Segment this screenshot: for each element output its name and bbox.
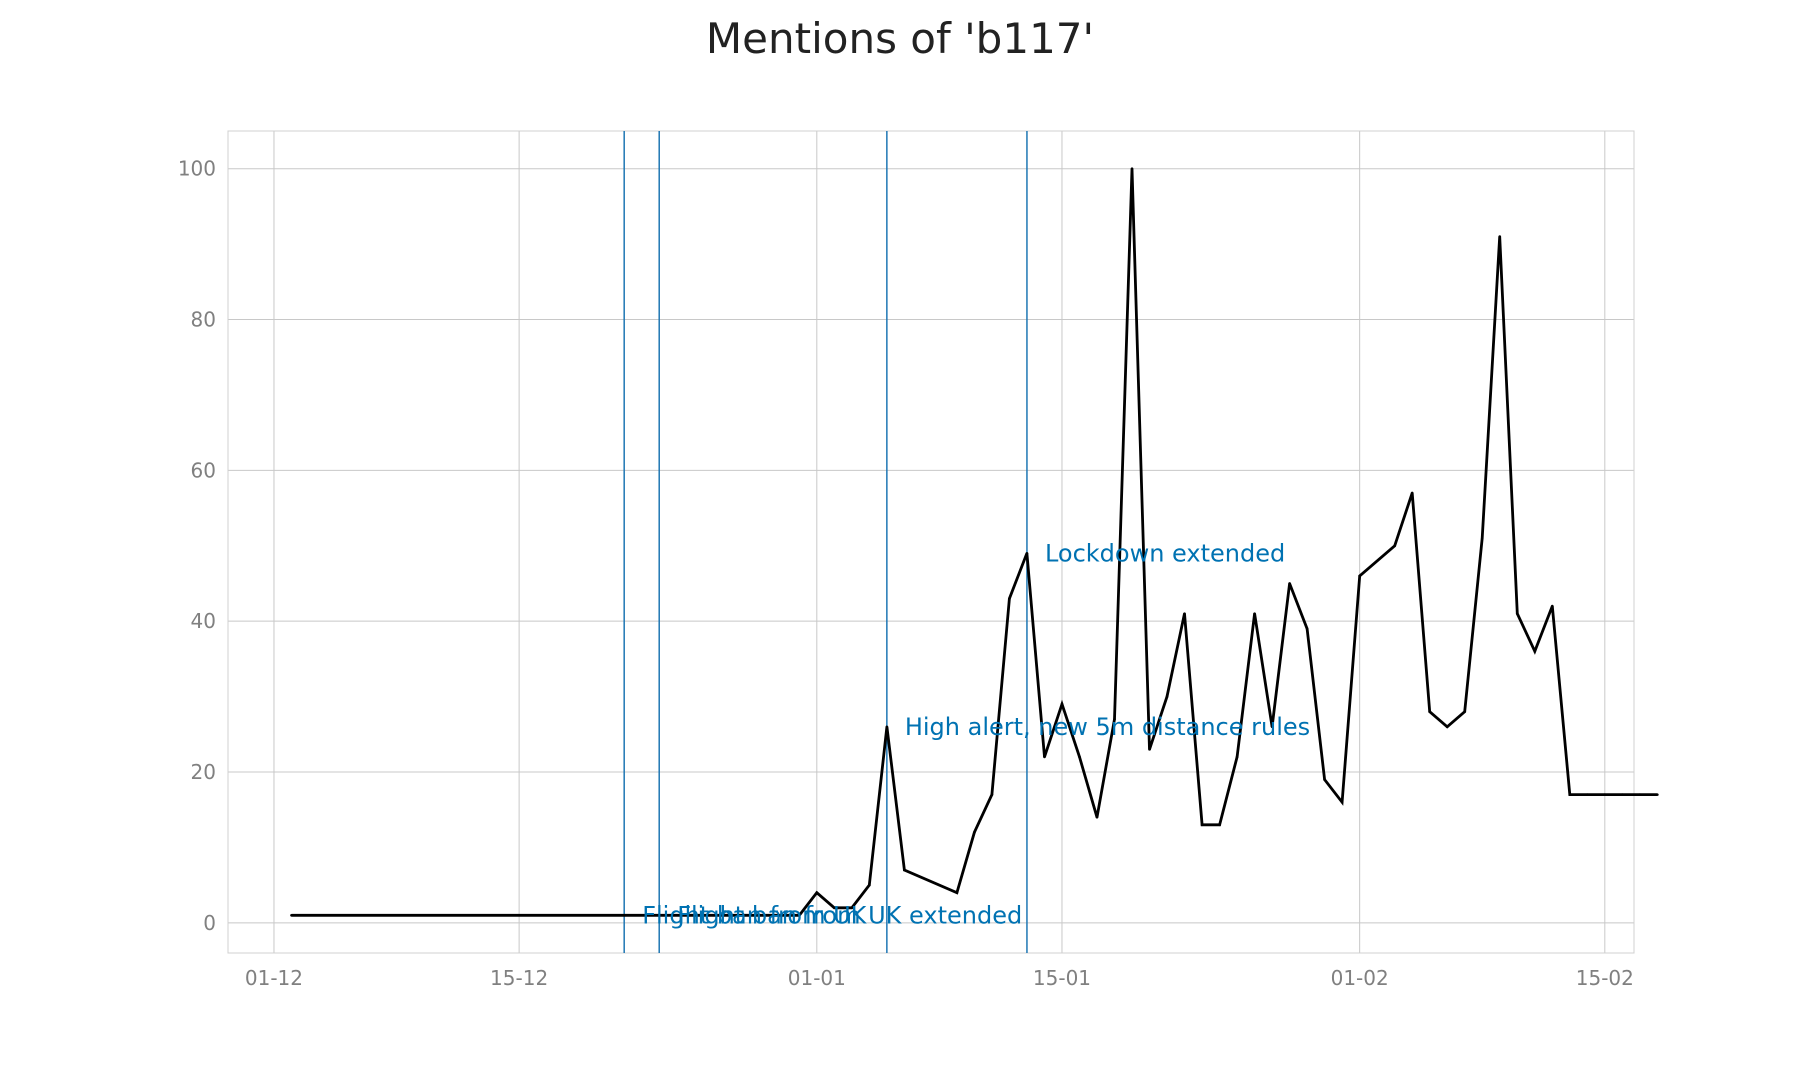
series-line — [291, 168, 1658, 917]
data-point — [1656, 793, 1659, 796]
y-tick-label: 40 — [191, 609, 216, 633]
event-annotation: Flight ban from UK extended — [677, 901, 1022, 929]
data-point — [798, 913, 801, 917]
data-point — [1428, 710, 1432, 713]
data-point — [1130, 167, 1134, 171]
data-point — [1218, 823, 1221, 827]
data-point — [1288, 582, 1291, 585]
data-point — [1393, 544, 1396, 548]
data-point — [1568, 793, 1572, 796]
x-tick-label: 01-01 — [788, 966, 846, 990]
data-point — [1253, 612, 1256, 615]
y-tick-label: 0 — [203, 911, 216, 935]
data-point — [1340, 800, 1344, 804]
y-tick-label: 60 — [191, 458, 216, 482]
data-point — [885, 725, 889, 729]
data-point — [1480, 536, 1484, 540]
y-tick-label: 80 — [191, 308, 216, 332]
data-point — [290, 913, 293, 917]
data-point — [1463, 710, 1467, 713]
data-point — [1638, 793, 1642, 796]
event-annotation: Lockdown extended — [1045, 539, 1285, 567]
data-point — [1113, 717, 1116, 721]
data-point — [1358, 574, 1361, 578]
y-tick-label: 20 — [191, 760, 216, 784]
event-annotation: Flight ban from UK — [642, 901, 867, 929]
x-tick-label: 15-12 — [490, 966, 548, 990]
data-point — [1445, 725, 1449, 729]
data-point — [1515, 612, 1519, 615]
data-point — [1235, 755, 1239, 759]
data-point — [1270, 725, 1274, 729]
data-point — [1008, 597, 1011, 600]
data-point — [1025, 552, 1029, 555]
x-tick-label: 15-02 — [1576, 966, 1634, 990]
data-point — [1410, 491, 1414, 495]
data-point — [1603, 793, 1607, 796]
data-point — [1078, 755, 1081, 759]
data-point — [973, 831, 976, 834]
y-tick-label: 100 — [178, 157, 216, 181]
data-point — [1165, 695, 1169, 698]
x-tick-label: 15-01 — [1033, 966, 1091, 990]
data-point — [1043, 755, 1046, 759]
event-annotation: High alert, new 5m distance rules — [905, 713, 1310, 741]
data-point — [1498, 235, 1502, 238]
data-point — [1550, 604, 1554, 608]
x-tick-label: 01-12 — [245, 966, 303, 990]
chart-title: Mentions of 'b117' — [705, 14, 1095, 63]
data-point — [1586, 793, 1589, 796]
data-point — [1148, 748, 1151, 751]
data-point — [868, 883, 871, 887]
data-point — [815, 891, 819, 894]
data-point — [1060, 702, 1064, 706]
data-point — [1533, 650, 1537, 653]
data-point — [1621, 793, 1624, 796]
data-point — [1323, 778, 1326, 781]
data-point — [1305, 627, 1309, 631]
x-tick-label: 01-02 — [1331, 966, 1389, 990]
data-point — [1095, 815, 1099, 819]
data-point — [903, 868, 906, 872]
data-point — [850, 906, 854, 910]
data-point — [990, 793, 994, 796]
data-point — [1200, 823, 1204, 827]
data-point — [1183, 612, 1186, 615]
data-point — [955, 891, 959, 894]
plot-area-frame — [227, 130, 1635, 954]
data-point — [833, 906, 836, 910]
